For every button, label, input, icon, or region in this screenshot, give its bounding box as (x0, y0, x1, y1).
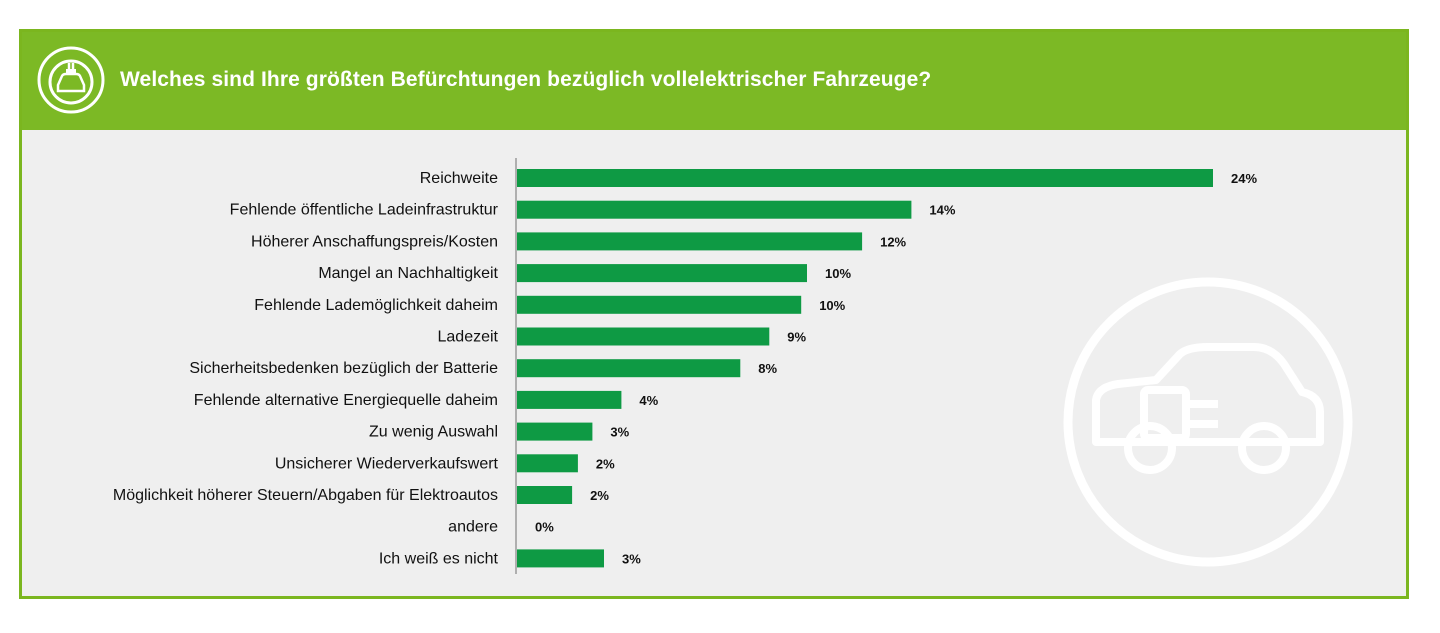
data-label: 9% (787, 330, 806, 345)
data-label: 24% (1231, 171, 1257, 186)
bar (517, 359, 741, 378)
bar (517, 486, 573, 504)
category-label: Möglichkeit höherer Steuern/Abgaben für … (113, 487, 498, 504)
data-label: 10% (825, 266, 851, 281)
chart-title: Welches sind Ihre größten Befürchtungen … (120, 68, 932, 91)
category-label: Sicherheitsbedenken bezüglich der Batter… (189, 360, 498, 377)
chart-header: Welches sind Ihre größten Befürchtungen … (22, 32, 1406, 130)
data-label: 0% (535, 520, 554, 535)
category-label: Reichweite (420, 170, 498, 187)
category-label: Mangel an Nachhaltigkeit (318, 265, 498, 282)
data-label: 3% (622, 551, 641, 566)
ev-car-icon (37, 46, 105, 114)
bar (517, 327, 770, 346)
data-label: 2% (590, 488, 609, 503)
category-label: Höherer Anschaffungspreis/Kosten (251, 233, 498, 250)
category-label: Fehlende alternative Energiequelle dahei… (194, 392, 498, 409)
bar (517, 264, 807, 283)
chart-card: Welches sind Ihre größten Befürchtungen … (19, 29, 1409, 599)
category-label: Fehlende Lademöglichkeit daheim (254, 297, 498, 314)
data-label: 2% (596, 456, 615, 471)
category-label: Ich weiß es nicht (379, 550, 499, 567)
bar (517, 295, 802, 314)
bar (517, 549, 604, 568)
data-label: 14% (929, 203, 955, 218)
bar (517, 232, 863, 251)
category-label: Ladezeit (438, 329, 499, 346)
data-label: 12% (880, 234, 906, 249)
bar (517, 169, 1213, 187)
bar (517, 390, 622, 409)
category-label: Unsicherer Wiederverkaufswert (275, 455, 499, 472)
data-label: 3% (610, 425, 629, 440)
bar (517, 454, 578, 473)
category-label: Zu wenig Auswahl (369, 424, 498, 441)
data-label: 8% (758, 361, 777, 376)
category-label: Fehlende öffentliche Ladeinfrastruktur (230, 202, 499, 219)
data-label: 10% (819, 298, 845, 313)
category-label: andere (448, 519, 498, 536)
bar (517, 422, 593, 441)
bar (517, 200, 912, 219)
bar-chart: Reichweite 24% Fehlende öffentliche Ladein… (113, 158, 1257, 574)
data-label: 4% (639, 393, 658, 408)
ev-car-plug-icon (1063, 277, 1353, 567)
